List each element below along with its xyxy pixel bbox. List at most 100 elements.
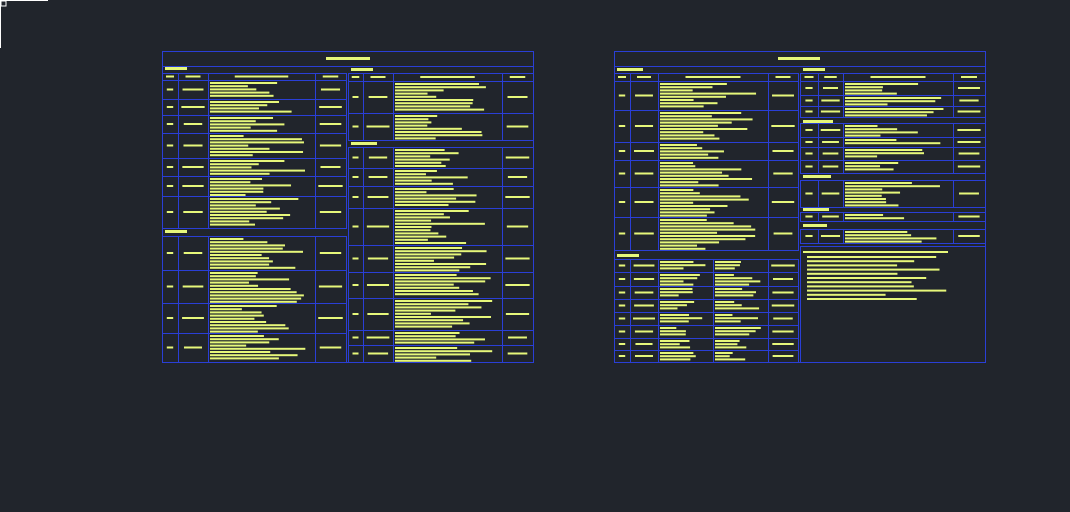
text-run (182, 285, 204, 288)
text-run (660, 128, 748, 130)
cell-border (800, 246, 986, 363)
text-run (807, 289, 947, 292)
text-run (395, 293, 479, 296)
text-run (395, 312, 431, 315)
text-run (210, 272, 258, 274)
text-run (395, 127, 462, 130)
text-run (210, 172, 270, 175)
text-run (715, 291, 757, 294)
ucs-corner (0, 0, 48, 48)
text-run (803, 251, 948, 253)
text-run (395, 332, 460, 334)
text-run (370, 76, 386, 78)
text-run (660, 355, 696, 358)
text-run (660, 165, 696, 168)
text-run (395, 155, 431, 158)
text-run (660, 208, 711, 211)
text-run (395, 108, 485, 111)
text-run (395, 137, 436, 140)
text-run (366, 284, 390, 286)
text-run (660, 137, 720, 140)
text-run (660, 95, 726, 98)
text-run (822, 215, 839, 218)
text-run (210, 123, 285, 126)
text-run (618, 125, 626, 127)
text-run (506, 125, 529, 128)
text-run (633, 317, 655, 320)
text-run (420, 76, 475, 78)
text-run (618, 201, 626, 203)
text-run (845, 240, 922, 243)
text-run (660, 333, 686, 336)
text-run (395, 204, 449, 206)
text-run (395, 309, 456, 312)
text-run (715, 358, 746, 361)
text-run (660, 219, 707, 221)
text-run (183, 346, 203, 349)
text-run (845, 114, 927, 117)
text-run (660, 181, 699, 184)
text-run (183, 123, 203, 125)
text-run (352, 313, 359, 315)
text-run (395, 247, 463, 249)
text-run (772, 150, 794, 152)
text-run (715, 294, 754, 297)
text-run (634, 232, 654, 235)
text-run (210, 138, 302, 141)
text-run (660, 214, 707, 217)
text-run (395, 238, 428, 241)
text-run (210, 260, 273, 263)
text-run (319, 123, 342, 125)
text-run (660, 211, 715, 214)
text-run (395, 191, 427, 194)
text-run (660, 83, 727, 85)
text-run (845, 201, 887, 204)
text-run (772, 343, 794, 345)
text-run (634, 172, 654, 175)
text-run (506, 225, 529, 228)
text-run (166, 285, 174, 288)
text-run (210, 135, 244, 137)
text-run (505, 257, 530, 260)
text-run (660, 235, 756, 237)
text-run (618, 317, 626, 320)
text-run (820, 235, 841, 237)
text-run (210, 341, 270, 344)
cell-border (953, 212, 986, 222)
text-run (395, 306, 482, 309)
text-run (805, 129, 813, 131)
cell-border (953, 180, 986, 208)
text-run (715, 317, 758, 320)
text-run (634, 330, 654, 333)
text-run (845, 194, 882, 197)
text-run (395, 210, 469, 212)
text-run (182, 185, 204, 187)
text-run (395, 161, 442, 164)
text-run (395, 319, 464, 322)
text-run (845, 139, 897, 141)
text-run (804, 76, 814, 78)
text-run (773, 232, 793, 235)
text-run (660, 201, 694, 204)
text-run (715, 314, 733, 316)
text-run (715, 280, 761, 283)
text-run (807, 293, 886, 296)
text-run (660, 89, 693, 92)
text-run (183, 252, 203, 254)
text-run (958, 87, 980, 89)
text-run (210, 204, 256, 207)
text-run (660, 134, 715, 137)
cell-border (315, 196, 347, 229)
text-run (210, 151, 304, 153)
text-run (210, 347, 306, 350)
text-run (715, 340, 740, 342)
text-run (395, 182, 453, 185)
text-run (771, 125, 795, 127)
text-run (395, 341, 475, 344)
text-run (685, 76, 741, 78)
text-run (395, 229, 431, 232)
text-run (660, 307, 678, 310)
text-run (395, 277, 491, 280)
text-run (395, 232, 439, 235)
text-run (210, 120, 256, 123)
